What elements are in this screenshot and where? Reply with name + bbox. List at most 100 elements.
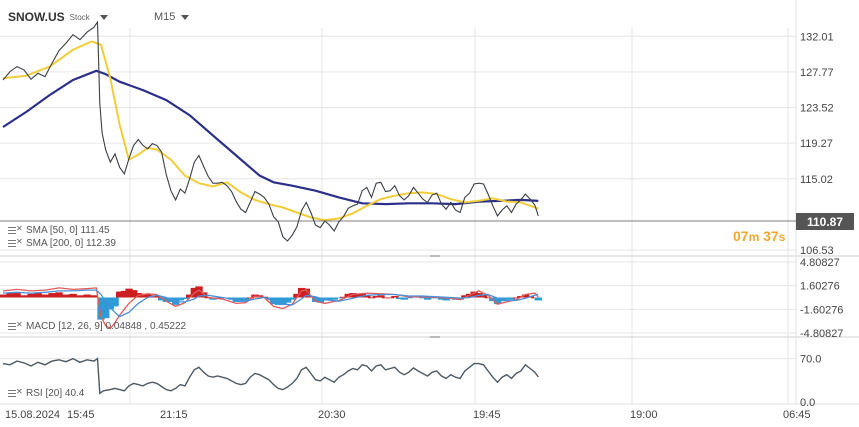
timeframe-label: M15 (154, 11, 176, 23)
macd-histogram-bar (419, 297, 427, 299)
macd-histogram-bar (339, 296, 348, 298)
macd-histogram-bar (349, 293, 357, 298)
macd-histogram-bar (69, 293, 77, 298)
macd-histogram-bar (288, 297, 297, 300)
sma50-line (2, 40, 539, 222)
candle-countdown: 07m 37s (733, 228, 785, 244)
macd-histogram-bar (386, 297, 394, 299)
macd-histogram-bar (507, 297, 516, 300)
settings-close-icon[interactable] (8, 237, 23, 247)
main-y-tick-label: 115.02 (800, 174, 833, 186)
macd-histogram-bar (97, 297, 105, 320)
macd-histogram-bar (130, 290, 138, 298)
macd-histogram-bar (185, 294, 194, 298)
macd-histogram-bar (470, 291, 478, 298)
x-tick-label: 19:45 (473, 409, 501, 421)
settings-close-icon[interactable] (8, 320, 23, 330)
asset-class-label: Stock (69, 12, 90, 22)
legend-sma50[interactable]: SMA [50, 0] 111.45 (8, 224, 110, 236)
macd-histogram-bar (321, 297, 329, 301)
macd-histogram-bar (237, 297, 245, 302)
macd-histogram-bar (311, 297, 320, 302)
macd-histogram-bar (90, 295, 98, 298)
settings-close-icon[interactable] (8, 387, 23, 397)
macd-histogram-bar (367, 297, 376, 299)
macd-histogram-bar (325, 297, 334, 300)
macd-histogram-bar (302, 288, 311, 298)
macd-histogram-bar (363, 295, 371, 298)
macd-histogram-bar (405, 297, 413, 299)
macd-signal-line (2, 289, 539, 318)
macd-y-tick-label: 4.80827 (800, 257, 840, 269)
sma200-line (2, 69, 539, 206)
main-y-tick-label: 106.53 (800, 245, 834, 257)
macd-histogram-bar (176, 297, 185, 301)
macd-histogram-bar (297, 287, 306, 298)
macd-histogram-bar (512, 297, 520, 299)
macd-histogram-bar (181, 297, 189, 299)
current-price-badge: 110.87 (796, 213, 854, 230)
macd-histogram-bar (479, 294, 488, 298)
symbol-selector[interactable]: SNOW.US Stock (8, 10, 108, 24)
legend-rsi-label: RSI [20] 40.4 (26, 388, 85, 399)
macd-histogram-bar (372, 296, 380, 298)
macd-histogram-bar (102, 297, 110, 319)
legend-sma200-label: SMA [200, 0] 112.39 (26, 238, 116, 249)
macd-histogram-bar (274, 297, 283, 305)
macd-histogram-bar (484, 297, 492, 299)
legend-sma200[interactable]: SMA [200, 0] 112.39 (8, 237, 116, 249)
macd-histogram-bar (437, 297, 446, 300)
x-tick-label: 19:00 (630, 409, 658, 421)
macd-histogram-bar (330, 297, 338, 300)
macd-histogram-bar (381, 297, 390, 299)
legend-macd-label: MACD [12, 26, 9] 0.04848 , 0.45222 (26, 321, 187, 332)
macd-histogram-bar (316, 297, 324, 303)
timeframe-selector[interactable]: M15 (154, 11, 190, 23)
macd-histogram-bar (493, 297, 502, 305)
legend-sma50-label: SMA [50, 0] 111.45 (26, 225, 110, 236)
x-tick-label: 20:30 (318, 409, 346, 421)
macd-histogram-bar (106, 297, 115, 310)
macd-histogram-bar (0, 294, 7, 298)
macd-line (2, 287, 539, 330)
pane-splitter-handle (430, 255, 440, 257)
macd-y-tick-label: -4.80827 (800, 328, 843, 340)
macd-y-tick-label: 1.60276 (800, 281, 840, 293)
macd-y-tick-label: -1.60276 (800, 304, 843, 316)
main-y-tick-label: 127.77 (800, 67, 834, 79)
rsi-y-tick-label: 0.0 (800, 397, 815, 409)
x-tick-label: 21:15 (160, 409, 188, 421)
macd-histogram-bar (41, 294, 49, 298)
legend-rsi[interactable]: RSI [20] 40.4 (8, 387, 85, 399)
macd-histogram-bar (120, 290, 129, 298)
main-y-tick-label: 119.27 (800, 138, 833, 150)
macd-histogram-bar (48, 293, 56, 298)
macd-histogram-bar (111, 297, 119, 307)
chevron-down-icon (181, 14, 190, 20)
chevron-down-icon (99, 14, 108, 20)
countdown-seconds: 37 (763, 228, 779, 244)
macd-histogram-bar (534, 297, 543, 301)
axis-labels: 132.01 127.77 123.52 119.27 115.02 106.534.80… (5, 31, 843, 421)
macd-histogram-bar (199, 292, 208, 298)
macd-histogram-bar (241, 297, 250, 301)
legend-macd[interactable]: MACD [12, 26, 9] 0.04848 , 0.45222 (8, 320, 187, 332)
grid-lines (0, 0, 859, 405)
macd-histogram-bar (377, 295, 385, 298)
macd-histogram-bar (153, 296, 161, 298)
macd-histogram-bar (344, 293, 352, 298)
macd-histogram-bar (246, 297, 255, 299)
x-tick-label: 06:45 (783, 409, 811, 421)
macd-histogram-bar (20, 295, 28, 298)
macd-histogram (0, 286, 543, 320)
macd-histogram-bar (335, 297, 343, 299)
macd-histogram-bar (395, 297, 404, 299)
macd-histogram-bar (195, 286, 203, 298)
macd-histogram-bar (162, 297, 171, 302)
macd-histogram-bar (279, 297, 287, 305)
settings-close-icon[interactable] (8, 224, 23, 234)
macd-histogram-bar (461, 295, 469, 298)
macd-histogram-bar (293, 293, 301, 298)
macd-histogram-bar (171, 297, 180, 305)
